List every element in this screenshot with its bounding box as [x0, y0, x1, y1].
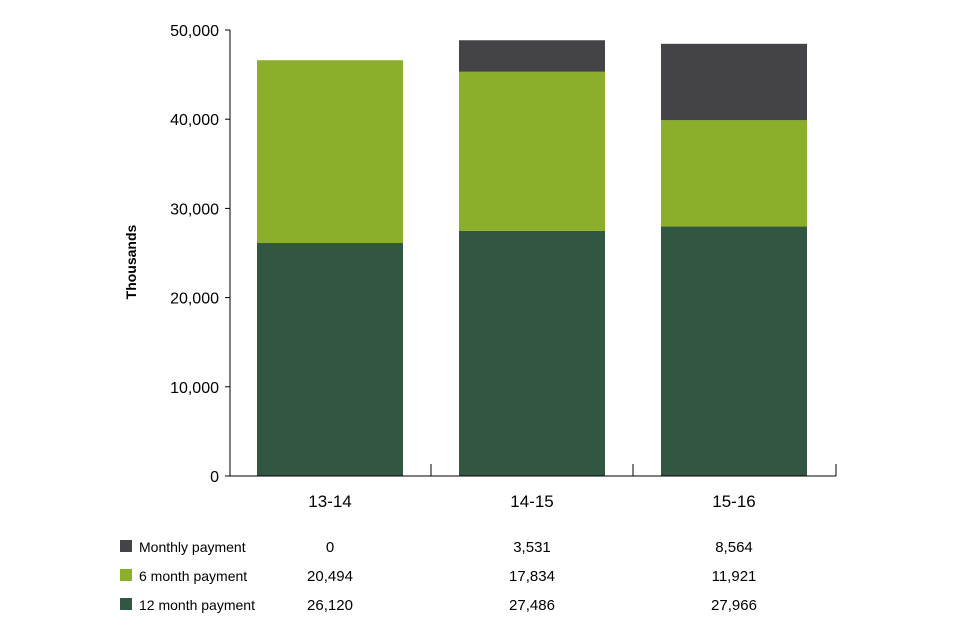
y-tick-label: 40,000 [170, 112, 219, 129]
x-tick-label: 15-16 [712, 492, 755, 511]
bar-14-15-monthly-payment [459, 40, 605, 72]
y-tick-label: 0 [210, 469, 219, 486]
legend-label: Monthly payment [139, 539, 246, 555]
table-value: 8,564 [715, 539, 753, 556]
bar-13-14-12-month-payment [257, 243, 403, 476]
y-axis-label: Thousands [123, 224, 139, 299]
bar-13-14-6-month-payment [257, 60, 403, 244]
legend-label: 6 month payment [139, 568, 247, 584]
y-tick-label: 20,000 [170, 291, 219, 308]
table-value: 11,921 [712, 568, 757, 585]
y-tick-label: 10,000 [170, 380, 219, 397]
legend-table: Monthly payment 0 3,531 8,564 6 month paymen… [120, 539, 757, 614]
bar-15-16-6-month-payment [661, 120, 807, 227]
legend-swatch [120, 540, 132, 552]
x-tick-label: 13-14 [308, 492, 351, 511]
table-value: 0 [326, 539, 334, 556]
y-tick-label: 30,000 [170, 201, 219, 218]
bar-14-15-6-month-payment [459, 71, 605, 231]
bar-14-15-12-month-payment [459, 230, 605, 476]
x-ticks: 13-14 14-15 15-16 [308, 464, 837, 511]
table-value: 26,120 [307, 597, 353, 614]
legend-swatch [120, 569, 132, 581]
y-ticks: 0 10,000 20,000 30,000 40,000 50,000 [170, 23, 230, 486]
bars-layer [257, 40, 807, 476]
table-value: 27,486 [509, 597, 555, 614]
axes-layer [229, 30, 836, 477]
table-value: 27,966 [711, 597, 757, 614]
table-value: 3,531 [513, 539, 551, 556]
table-value: 17,834 [509, 568, 555, 585]
legend-label: 12 month payment [139, 597, 255, 613]
table-value: 20,494 [307, 568, 353, 585]
legend-swatch [120, 598, 132, 610]
y-tick-label: 50,000 [170, 23, 219, 40]
x-tick-label: 14-15 [510, 492, 553, 511]
bar-15-16-12-month-payment [661, 226, 807, 476]
bar-15-16-monthly-payment [661, 43, 807, 121]
